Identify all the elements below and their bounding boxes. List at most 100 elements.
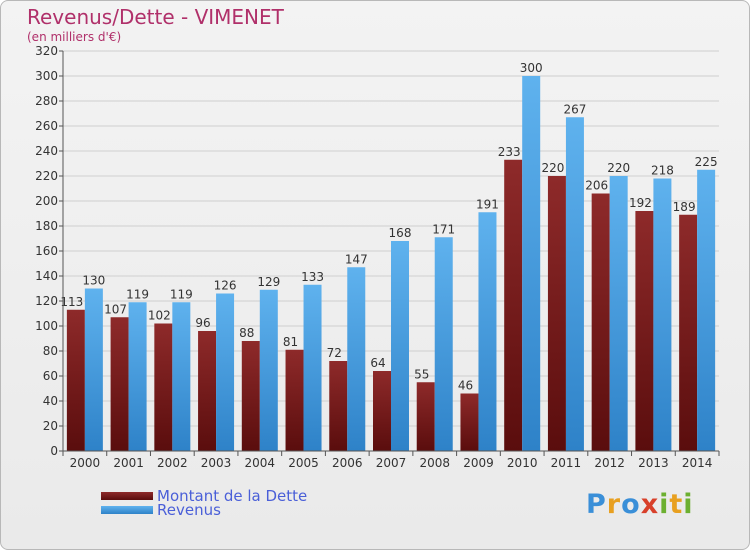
bar-debt [373,371,391,451]
legend-item-debt: Montant de la Dette [101,487,308,505]
legend-label-revenus: Revenus [157,501,221,519]
bar-debt [635,211,654,451]
x-tick-label: 2012 [594,456,625,470]
data-label-revenus: 225 [695,155,718,169]
bar-revenus [434,237,453,451]
x-tick-label: 2009 [463,456,494,470]
data-label-revenus: 168 [389,226,412,240]
logo-letter: o [621,489,641,520]
data-label-debt: 102 [148,309,171,323]
bar-debt [66,309,85,451]
y-tick-label: 60 [43,369,58,383]
bars [66,76,716,451]
logo-letter: r [606,489,622,520]
bar-revenus [697,169,716,451]
x-tick-label: 2013 [638,456,669,470]
y-tick-label: 140 [35,269,58,283]
bar-debt [547,176,566,451]
proxiti-logo: Proxiti [586,489,694,520]
y-tick-label: 80 [43,344,58,358]
y-tick-label: 320 [35,44,58,58]
legend-swatch-debt [101,492,153,500]
y-tick-label: 180 [35,219,58,233]
data-label-revenus: 119 [126,287,149,301]
bar-debt [460,393,479,451]
bar-debt [285,349,304,451]
y-tick-label: 280 [35,94,58,108]
x-tick-label: 2010 [507,456,538,470]
y-tick-label: 20 [43,419,58,433]
bar-debt [154,323,173,451]
legend-label-debt: Montant de la Dette [157,487,308,505]
data-label-debt: 192 [629,196,652,210]
x-tick-label: 2000 [70,456,101,470]
data-label-debt: 206 [585,179,608,193]
x-tick-label: 2004 [245,456,276,470]
logo-letter: i [659,489,670,520]
bar-revenus [653,178,672,451]
bar-debt [110,317,129,451]
x-tick-label: 2006 [332,456,363,470]
y-tick-label: 220 [35,169,58,183]
x-tick-label: 2001 [113,456,144,470]
bar-revenus [172,302,191,451]
y-tick-label: 300 [35,69,58,83]
data-label-debt: 220 [541,161,564,175]
data-label-debt: 107 [104,302,127,316]
logo-letter: x [640,489,660,520]
data-label-revenus: 129 [257,275,280,289]
x-tick-label: 2005 [288,456,319,470]
x-tick-label: 2014 [682,456,713,470]
bar-debt [329,361,348,451]
data-label-debt: 189 [673,200,696,214]
chart-subtitle: (en milliers d'€) [27,30,122,44]
data-label-debt: 96 [195,316,210,330]
legend-item-revenus: Revenus [101,501,221,519]
y-tick-label: 100 [35,319,58,333]
bar-revenus [347,267,366,451]
data-label-revenus: 119 [170,287,193,301]
data-label-revenus: 267 [563,102,586,116]
bar-debt [591,193,610,451]
logo-letter: t [669,489,684,520]
data-label-revenus: 130 [82,274,105,288]
legend-swatch-revenus [101,506,153,514]
bar-revenus [522,76,541,451]
data-label-debt: 64 [370,356,385,370]
bar-revenus [565,117,584,451]
data-label-debt: 55 [414,367,429,381]
bar-revenus [609,176,628,451]
data-label-revenus: 126 [214,279,237,293]
bar-revenus [303,284,322,451]
bar-revenus [216,293,235,451]
bar-debt [679,214,698,451]
y-axis-ticks: 0 20 40 60 80 100 120 140 160 180 200 220 240 260 280 3… [35,44,63,458]
axes [62,51,719,452]
data-labels: 1131301071191021199612688129811337214764… [60,61,717,393]
bar-revenus [478,212,497,451]
y-tick-label: 200 [35,194,58,208]
data-label-debt: 46 [458,379,473,393]
y-tick-label: 40 [43,394,58,408]
x-tick-label: 2002 [157,456,188,470]
bar-debt [416,382,435,451]
bar-revenus [128,302,147,451]
bar-revenus [84,288,103,451]
data-label-revenus: 218 [651,164,674,178]
y-tick-label: 240 [35,144,58,158]
data-label-revenus: 147 [345,252,368,266]
bar-revenus [391,241,409,451]
bar-debt [241,341,260,451]
y-tick-label: 0 [50,444,58,458]
data-label-revenus: 220 [607,161,630,175]
bar-debt [198,331,217,451]
data-label-debt: 81 [283,335,298,349]
data-label-revenus: 133 [301,270,324,284]
data-label-debt: 233 [498,145,521,159]
y-tick-label: 160 [35,244,58,258]
x-tick-label: 2011 [551,456,582,470]
x-axis-ticks: 2000 2001 2002 2003 2004 2005 2006 2007 2008 2009… [62,451,720,470]
y-tick-label: 120 [35,294,58,308]
